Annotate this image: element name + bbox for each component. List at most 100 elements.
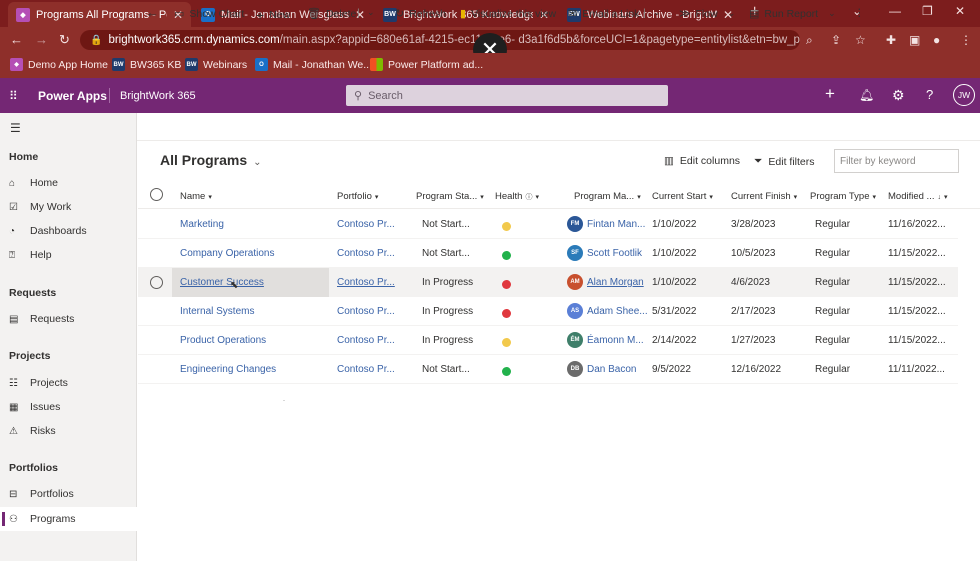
portfolio-link[interactable]: Contoso Pr...: [337, 306, 395, 317]
sidepanel-icon[interactable]: ▣: [909, 33, 921, 47]
nav-item-my-work[interactable]: ☑ My Work: [9, 201, 72, 213]
user-avatar[interactable]: JW: [953, 84, 975, 106]
nav-item-help[interactable]: ⍰ Help: [9, 249, 52, 261]
tab-search-icon[interactable]: ⌄: [852, 4, 863, 18]
column-header-current-start[interactable]: Current Start ▾: [652, 191, 713, 202]
column-header-modified[interactable]: Modified ... ↓ ▾: [888, 191, 948, 202]
close-tab-icon[interactable]: ✕: [722, 7, 733, 22]
select-all-radio[interactable]: [150, 188, 163, 201]
table-row[interactable]: Engineering Changes Contoso Pr... Not St…: [138, 355, 958, 384]
program-name-link[interactable]: Engineering Changes: [180, 364, 277, 375]
column-header-current-finish[interactable]: Current Finish ▾: [731, 191, 798, 202]
nav-item-dashboards[interactable]: ◔ Dashboards: [9, 225, 87, 237]
row-select-radio[interactable]: [150, 276, 163, 289]
app-name[interactable]: Power Apps: [38, 89, 107, 103]
edit-columns-button[interactable]: ▥ Edit columns: [664, 155, 741, 167]
more-commands-icon[interactable]: ⋮: [854, 7, 865, 19]
browser-menu-icon[interactable]: ⋮: [960, 33, 972, 47]
bookmark-mail[interactable]: O Mail - Jonathan We...: [255, 58, 372, 71]
browser-tab-mail[interactable]: O Mail - Jonathan Weisglass - Outl ✕: [193, 2, 373, 27]
portfolio-link[interactable]: Contoso Pr...: [337, 364, 395, 375]
help-icon[interactable]: ?: [926, 87, 934, 102]
close-tab-icon[interactable]: ✕: [538, 7, 549, 22]
delete-button[interactable]: 🗑︎ Delete: [307, 7, 357, 21]
column-header-program-status[interactable]: Program Sta... ▾: [416, 191, 484, 202]
column-header-name[interactable]: Name ▾: [180, 191, 212, 202]
search-input[interactable]: ⚲ Search: [346, 85, 668, 106]
email-chevron-down-icon[interactable]: ⌄: [653, 7, 661, 17]
browser-tab-kb[interactable]: BW BrightWork 365 Knowledge Base ✕: [383, 7, 549, 22]
forward-icon[interactable]: →: [35, 32, 48, 47]
manager-link[interactable]: Fintan Man...: [587, 219, 646, 230]
table-row[interactable]: Internal Systems Contoso Pr... In Progre…: [138, 297, 958, 326]
gear-icon[interactable]: ⚙: [892, 87, 905, 103]
window-close-icon[interactable]: ✕: [955, 4, 966, 18]
bookmark-webinars[interactable]: BW Webinars: [185, 58, 248, 71]
reload-icon[interactable]: ↻: [59, 32, 70, 47]
column-header-program-type[interactable]: Program Type ▾: [810, 191, 877, 202]
new-tab-icon[interactable]: +: [750, 3, 760, 20]
manager-link[interactable]: Éamonn M...: [587, 335, 644, 346]
portfolio-link[interactable]: Contoso Pr...: [337, 219, 395, 230]
bookmark-power-platform[interactable]: Power Platform ad...: [370, 58, 483, 71]
table-row[interactable]: Customer Success Contoso Pr... In Progre…: [138, 268, 958, 297]
share-icon[interactable]: ⇪: [831, 33, 842, 47]
keyword-filter-input[interactable]: Filter by keyword: [834, 149, 959, 173]
bookmark-bw365-kb[interactable]: BW BW365 KB: [112, 58, 182, 71]
new-button[interactable]: + New: [256, 7, 291, 23]
bell-icon[interactable]: 🔔︎: [859, 88, 875, 102]
column-header-portfolio[interactable]: Portfolio ▾: [337, 191, 379, 202]
manager-link[interactable]: Dan Bacon: [587, 364, 637, 375]
status-cell: In Progress: [422, 335, 474, 346]
edit-filters-button[interactable]: ⏷ Edit filters: [754, 155, 815, 168]
close-tab-icon[interactable]: ✕: [354, 7, 365, 22]
program-name-link[interactable]: Internal Systems: [180, 306, 255, 317]
show-chart-button[interactable]: ▭ Show Chart: [174, 7, 245, 21]
program-name-link[interactable]: Customer Success: [180, 277, 264, 288]
view-selector[interactable]: All Programs ⌄: [160, 152, 262, 168]
portfolio-link[interactable]: Contoso Pr...: [337, 335, 395, 346]
nav-item-projects[interactable]: ☷ Projects: [9, 377, 68, 389]
program-name-link[interactable]: Company Operations: [180, 248, 275, 259]
nav-item-issues[interactable]: ▦ Issues: [9, 401, 61, 413]
manager-link[interactable]: Scott Footlik: [587, 248, 643, 259]
column-header-health[interactable]: Health ⓘ ▾: [495, 191, 539, 202]
nav-item-requests[interactable]: ▤ Requests: [9, 313, 75, 325]
restore-icon[interactable]: ❐: [922, 4, 933, 18]
table-row[interactable]: Marketing Contoso Pr... Not Start... FM …: [138, 210, 958, 239]
profile-icon[interactable]: ●: [933, 33, 941, 47]
extensions-icon[interactable]: ✚: [886, 33, 897, 47]
run-report-button[interactable]: ▤ Run Report ⌄: [749, 7, 836, 21]
portfolio-link[interactable]: Contoso Pr...: [337, 277, 395, 288]
app-launcher-icon[interactable]: ⠿: [9, 89, 18, 103]
portfolio-link[interactable]: Contoso Pr...: [337, 248, 395, 259]
minimize-icon[interactable]: —: [889, 4, 901, 18]
flow-button[interactable]: ≫ Flow ⌄: [679, 7, 736, 21]
browser-tab-webinars[interactable]: BW Webinars Archive - BrightWork.c ✕: [567, 7, 733, 22]
nav-item-home[interactable]: ⌂ Home: [9, 177, 59, 189]
program-name-link[interactable]: Marketing: [180, 219, 224, 230]
nav-item-programs[interactable]: ⚇ Programs: [0, 507, 137, 531]
delete-chevron-down-icon[interactable]: ⌄: [367, 7, 375, 17]
table-row[interactable]: Product Operations Contoso Pr... In Prog…: [138, 326, 958, 355]
add-icon[interactable]: +: [825, 84, 835, 103]
zoom-icon[interactable]: ⌕: [806, 33, 813, 47]
back-arrow-icon[interactable]: ←: [146, 5, 159, 20]
table-row[interactable]: Company Operations Contoso Pr... Not Sta…: [138, 239, 958, 268]
nav-item-portfolios[interactable]: ⊟ Portfolios: [9, 488, 74, 500]
browser-tab-programs[interactable]: ◆ Programs All Programs - Power A ✕: [8, 2, 191, 27]
column-header-program-manager[interactable]: Program Ma... ▾: [574, 191, 641, 202]
bookmark-star-icon[interactable]: ☆: [855, 33, 866, 47]
visualize-view-button[interactable]: ▮ Visualize this view: [460, 7, 557, 21]
manager-link[interactable]: Adam Shee...: [587, 306, 648, 317]
email-link-button[interactable]: ✉ Email a Link: [568, 7, 640, 21]
refresh-button[interactable]: ↻ Refresh: [395, 7, 446, 21]
bookmark-demo-app-home[interactable]: ◆ Demo App Home: [10, 58, 108, 71]
hamburger-icon[interactable]: ☰: [10, 121, 21, 135]
url-field[interactable]: 🔒 brightwork365.crm.dynamics.com /main.a…: [80, 30, 800, 50]
back-icon[interactable]: ←: [10, 32, 23, 47]
program-name-link[interactable]: Product Operations: [180, 335, 267, 346]
nav-item-risks[interactable]: ⚠ Risks: [9, 425, 56, 437]
close-tab-icon[interactable]: ✕: [172, 7, 183, 22]
manager-link[interactable]: Alan Morgan: [587, 277, 644, 288]
